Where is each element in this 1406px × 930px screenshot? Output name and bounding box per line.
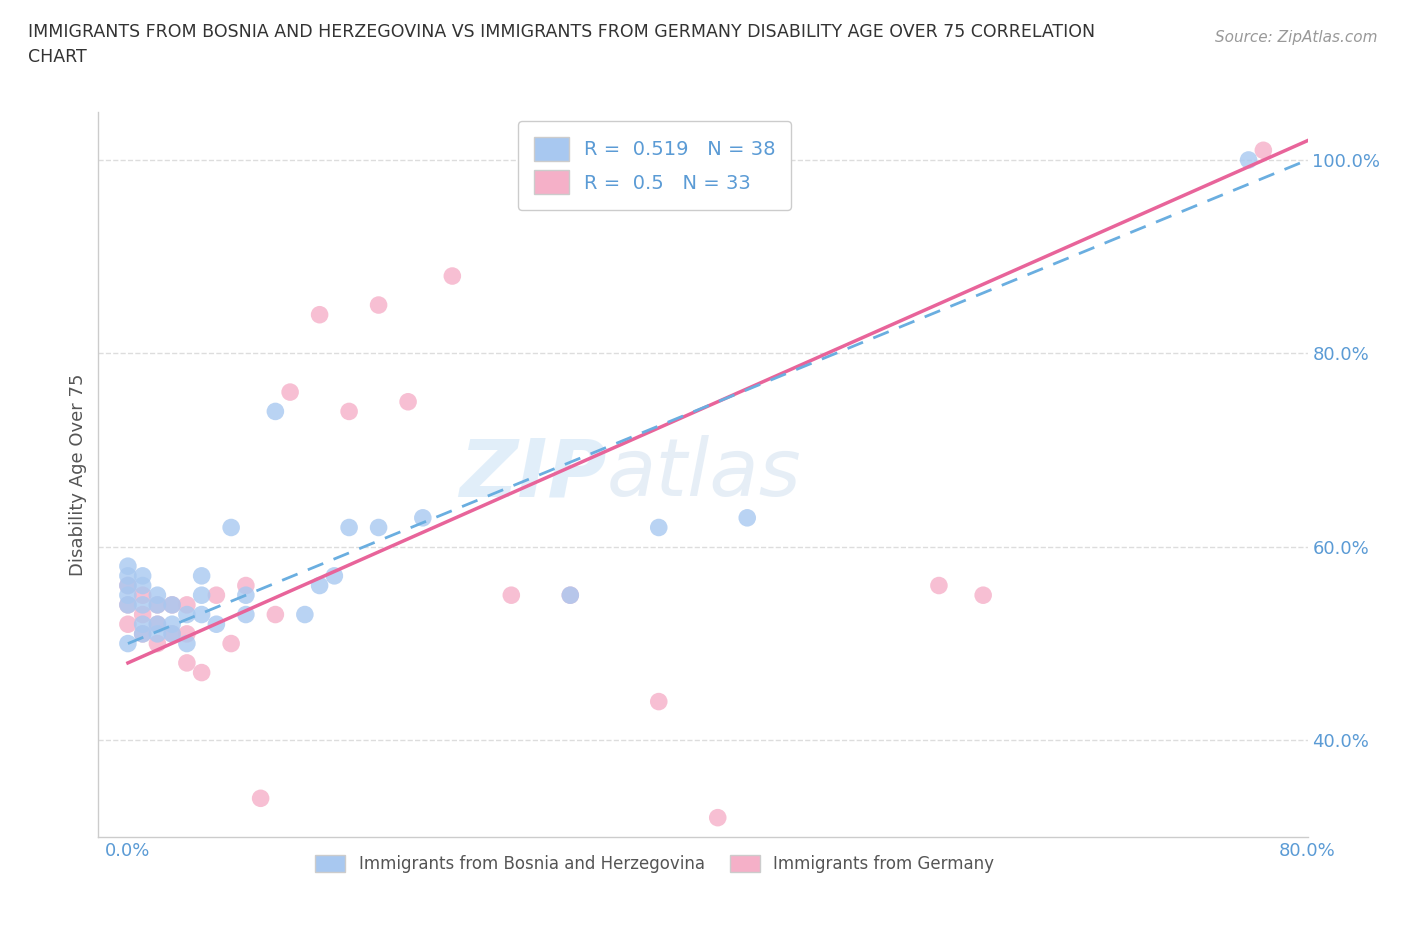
Point [278,385,301,400]
Point [367,298,389,312]
Point [264,607,287,622]
Point [160,597,183,612]
Point [396,394,419,409]
Point [648,694,671,709]
Point [235,578,257,593]
Point [176,597,198,612]
Point [706,810,728,825]
Point [117,597,139,612]
Point [146,617,169,631]
Point [146,597,169,612]
Point [323,568,346,583]
Point [117,597,139,612]
Point [294,607,316,622]
Legend: Immigrants from Bosnia and Herzegovina, Immigrants from Germany: Immigrants from Bosnia and Herzegovina, … [309,848,1001,880]
Point [972,588,994,603]
Point [412,511,434,525]
Point [501,588,523,603]
Point [117,568,139,583]
Point [190,568,212,583]
Point [146,588,169,603]
Point [190,607,212,622]
Point [337,520,360,535]
Point [131,627,153,642]
Point [176,607,198,622]
Point [160,617,183,631]
Point [264,404,287,418]
Point [146,617,169,631]
Point [117,636,139,651]
Point [176,656,198,671]
Point [146,627,169,642]
Point [205,588,228,603]
Point [160,597,183,612]
Point [560,588,582,603]
Point [176,627,198,642]
Point [117,578,139,593]
Point [205,617,228,631]
Text: IMMIGRANTS FROM BOSNIA AND HERZEGOVINA VS IMMIGRANTS FROM GERMANY DISABILITY AGE: IMMIGRANTS FROM BOSNIA AND HERZEGOVINA V… [28,23,1095,66]
Point [235,588,257,603]
Point [308,307,330,322]
Point [117,578,139,593]
Point [131,617,153,631]
Point [337,404,360,418]
Text: Source: ZipAtlas.com: Source: ZipAtlas.com [1215,30,1378,45]
Point [117,617,139,631]
Point [219,636,242,651]
Point [308,578,330,593]
Point [131,607,153,622]
Point [928,578,950,593]
Point [235,607,257,622]
Point [160,627,183,642]
Point [441,269,464,284]
Point [219,520,242,535]
Point [131,627,153,642]
Point [1253,143,1275,158]
Point [160,627,183,642]
Point [117,559,139,574]
Point [176,636,198,651]
Point [146,636,169,651]
Point [131,578,153,593]
Point [117,588,139,603]
Point [146,597,169,612]
Text: ZIP: ZIP [458,435,606,513]
Point [131,568,153,583]
Point [1237,153,1260,167]
Text: atlas: atlas [606,435,801,513]
Point [190,588,212,603]
Point [131,588,153,603]
Point [249,790,271,805]
Point [735,511,758,525]
Point [648,520,671,535]
Y-axis label: Disability Age Over 75: Disability Age Over 75 [69,373,87,576]
Point [367,520,389,535]
Point [560,588,582,603]
Point [190,665,212,680]
Point [131,597,153,612]
